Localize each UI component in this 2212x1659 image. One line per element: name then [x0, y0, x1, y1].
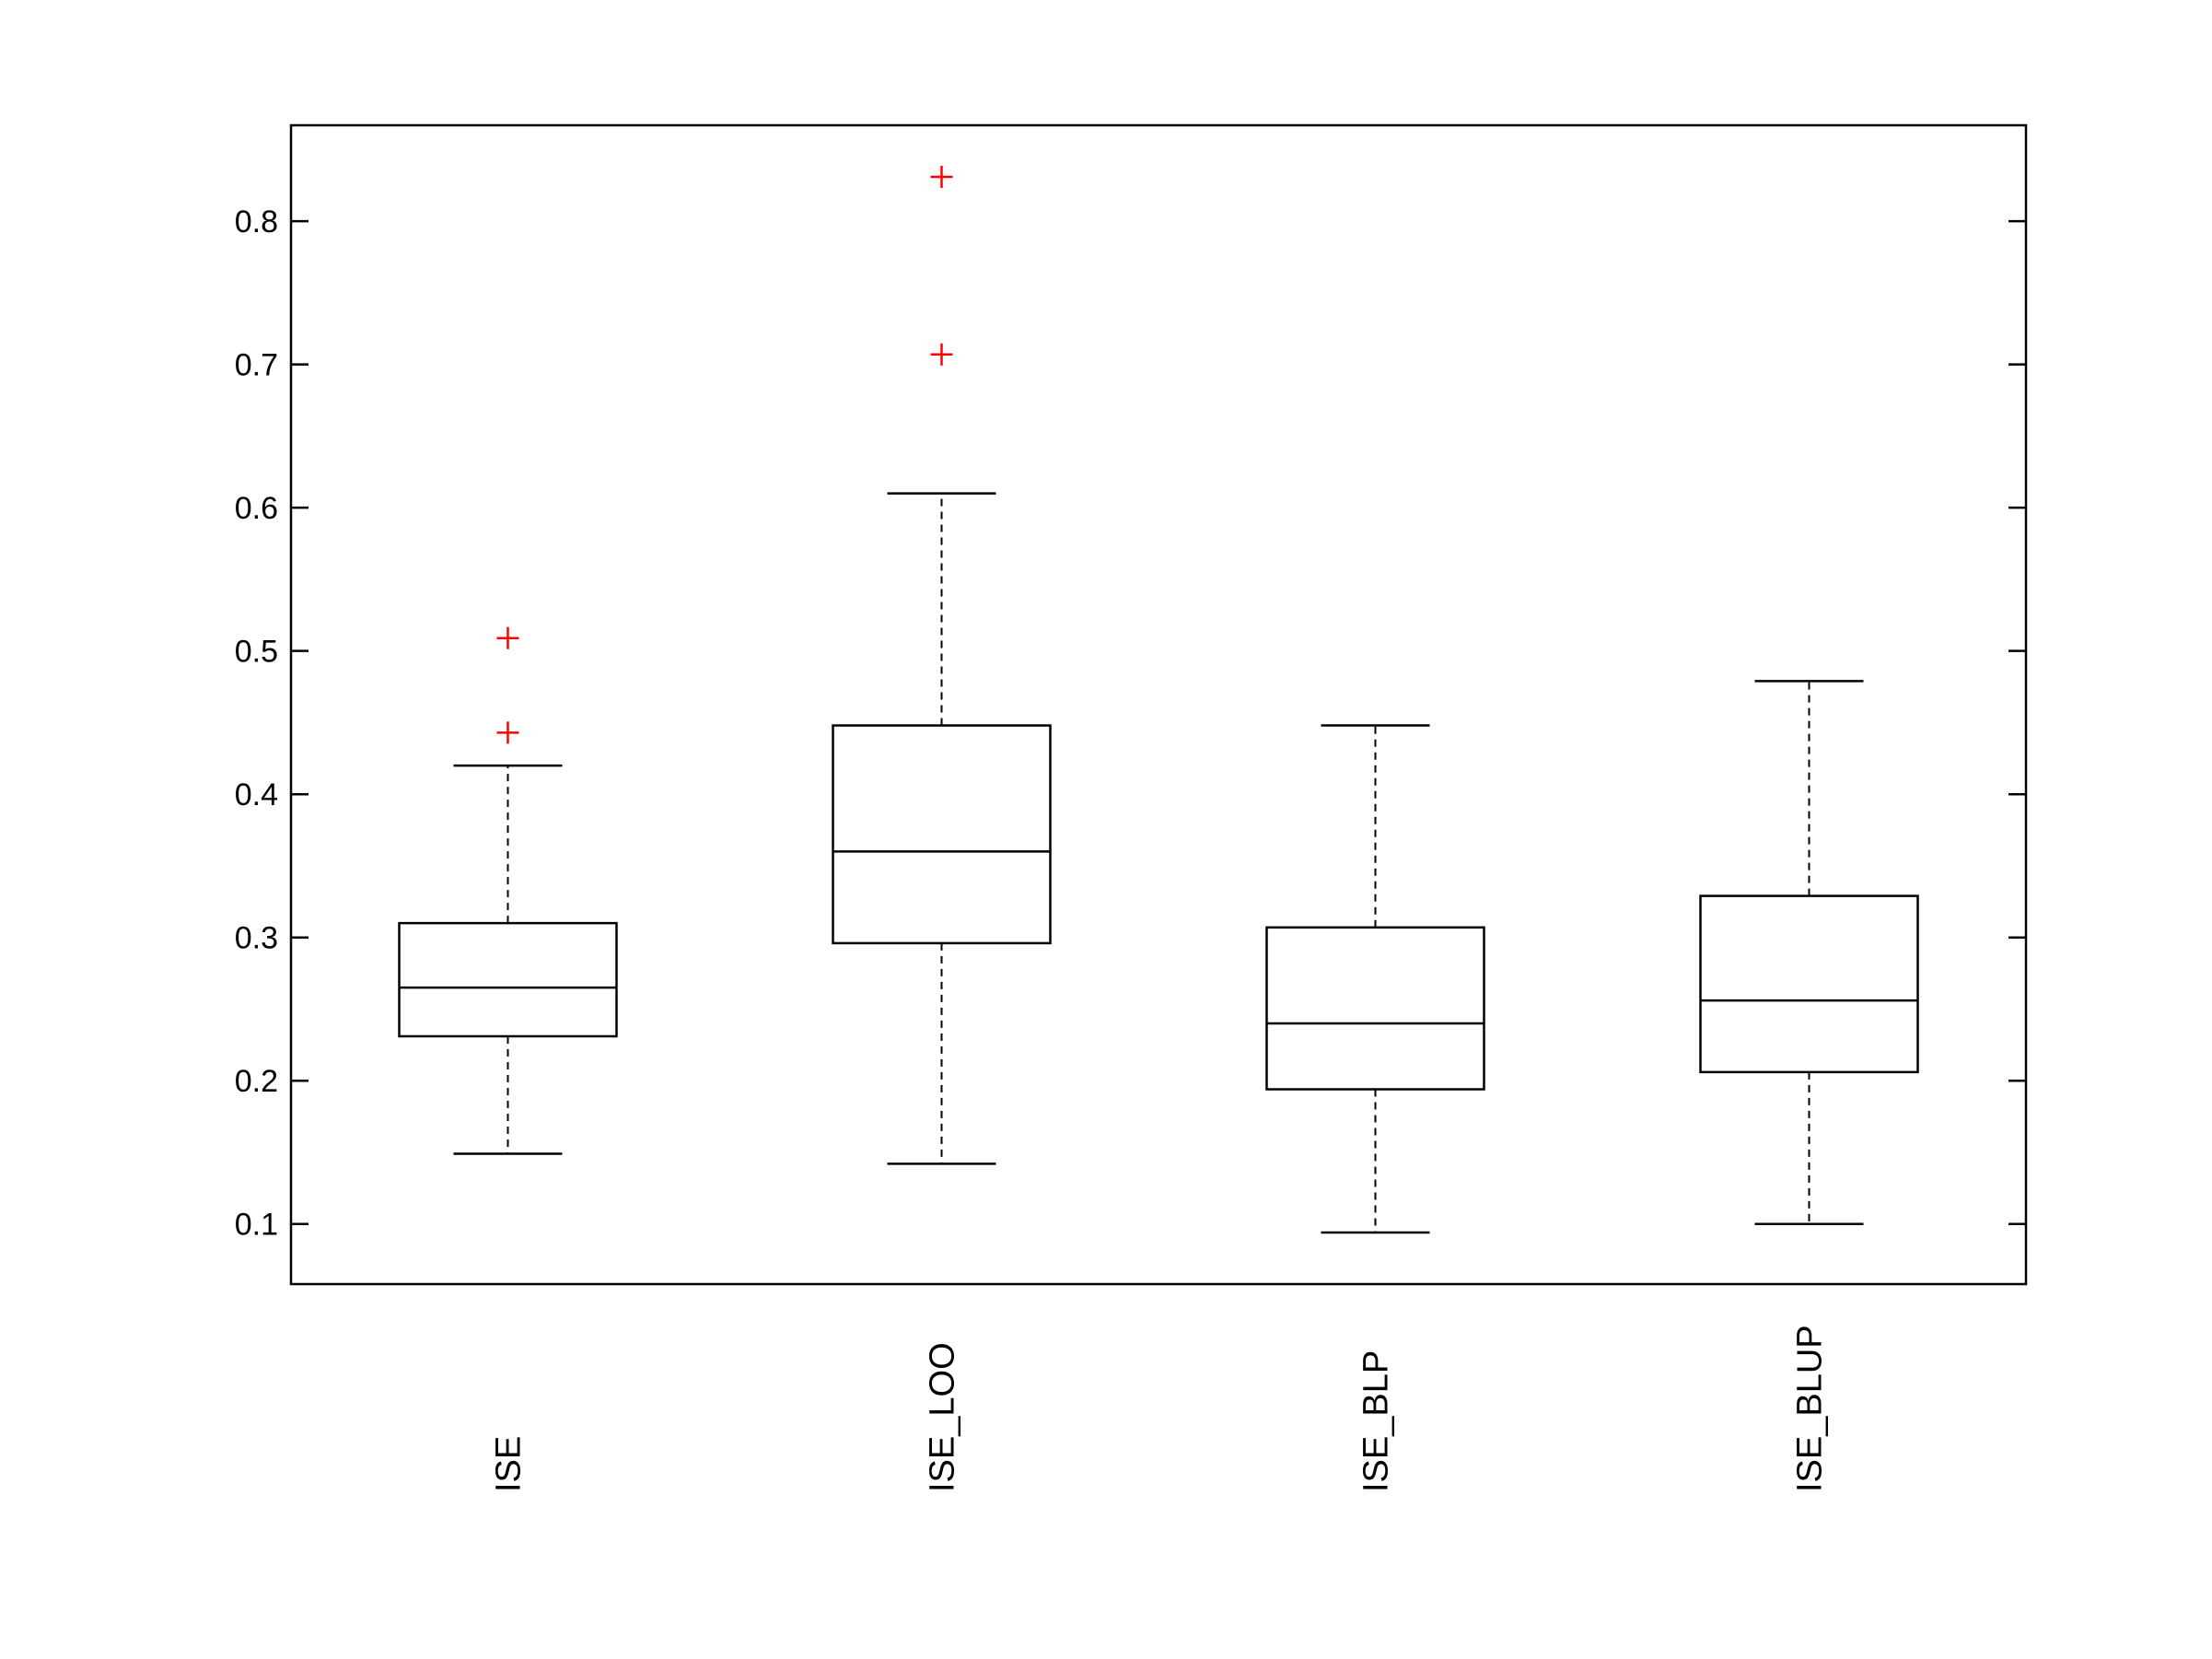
y-tick-label: 0.8 [235, 204, 278, 240]
box-ise-blup [1699, 680, 1919, 1225]
outlier-marker [496, 626, 519, 649]
y-tick-label: 0.6 [235, 491, 278, 526]
interquartile-box [1265, 926, 1485, 1091]
interquartile-box [1699, 894, 1919, 1074]
category-labels: ISE ISE_LOO ISE_BLP ISE_BLUP [490, 1325, 1830, 1492]
y-tick-label: 0.5 [235, 635, 278, 670]
y-tick-label: 0.4 [235, 777, 278, 812]
outlier-marker [496, 721, 519, 744]
y-tick-label: 0.1 [235, 1208, 278, 1243]
plot-marks [398, 165, 1919, 1234]
category-label: ISE [490, 1436, 529, 1492]
interquartile-box [832, 724, 1052, 945]
outlier-marker [930, 343, 953, 366]
y-tick-label: 0.3 [235, 921, 278, 956]
category-label: ISE_BLP [1357, 1350, 1396, 1492]
y-axis-ticks: 0.1 0.2 0.3 0.4 0.5 0.6 0.7 0.8 [235, 204, 2026, 1243]
box-ise-loo [832, 165, 1052, 1165]
interquartile-box [398, 921, 618, 1038]
y-tick-label: 0.7 [235, 348, 278, 383]
box-ise [398, 626, 618, 1155]
box-ise-blp [1265, 724, 1485, 1234]
category-label: ISE_LOO [924, 1342, 962, 1492]
y-tick-label: 0.2 [235, 1064, 278, 1099]
category-label: ISE_BLUP [1791, 1325, 1830, 1492]
outlier-marker [930, 165, 953, 188]
plot-frame [289, 123, 2028, 1286]
